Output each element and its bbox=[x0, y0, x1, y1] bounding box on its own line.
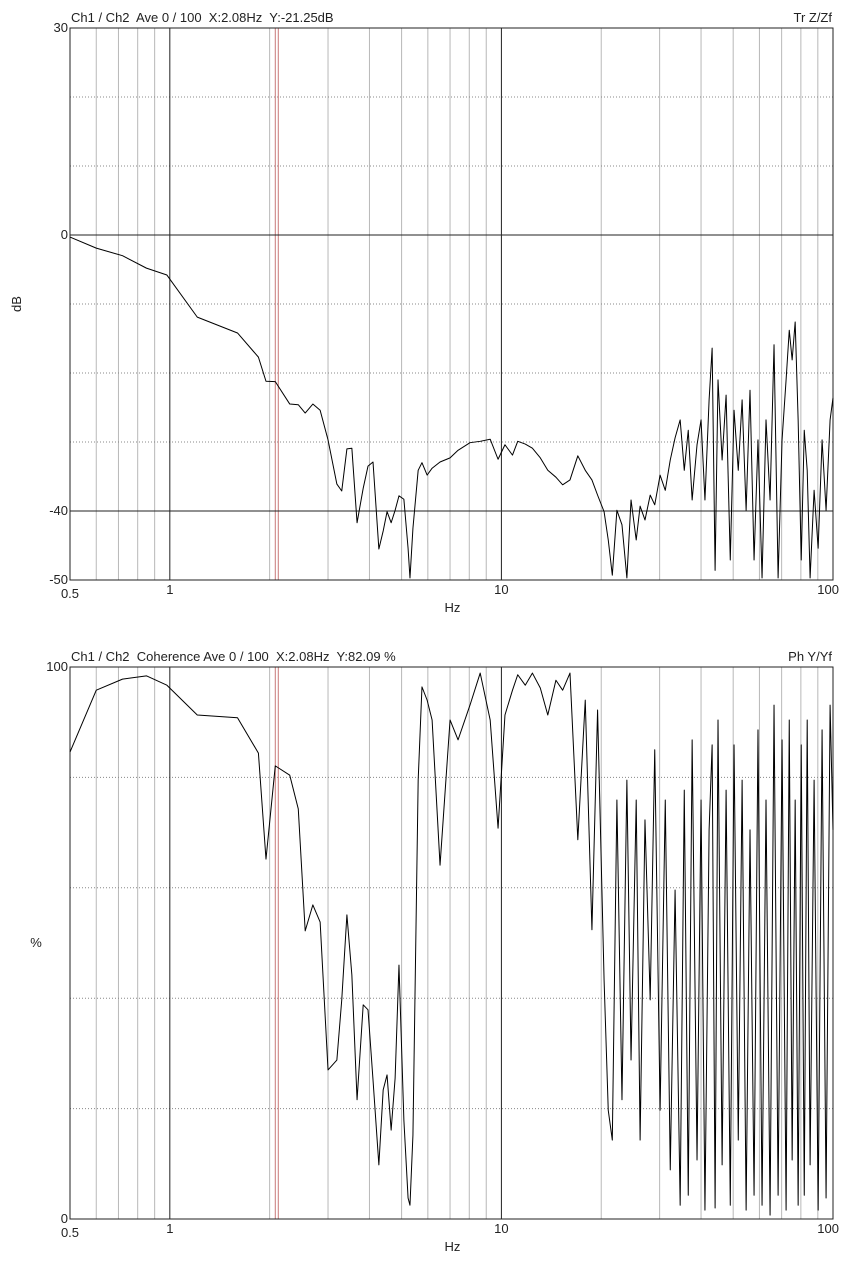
mode-label: Tr Z/Zf bbox=[793, 10, 832, 25]
y-axis-label: % bbox=[30, 935, 42, 950]
x-tick-label: 0.5 bbox=[61, 1225, 79, 1240]
x-tick-label: 100 bbox=[817, 1221, 839, 1236]
y-tick-label: 0 bbox=[61, 227, 68, 242]
data-line bbox=[69, 672, 834, 1216]
y-tick-label: 100 bbox=[46, 659, 68, 674]
data-line bbox=[69, 236, 834, 579]
plot-frame bbox=[69, 666, 834, 1220]
plot-frame bbox=[69, 27, 834, 581]
chart-title: Ch1 / Ch2 Ave 0 / 100 X:2.08Hz Y:-21.25d… bbox=[71, 10, 334, 25]
y-tick-label: -40 bbox=[49, 503, 68, 518]
x-axis-label: Hz bbox=[445, 1239, 461, 1254]
x-tick-label: 10 bbox=[494, 582, 508, 597]
mode-label: Ph Y/Yf bbox=[788, 649, 832, 664]
x-tick-label: 1 bbox=[166, 1221, 173, 1236]
chart-title: Ch1 / Ch2 Coherence Ave 0 / 100 X:2.08Hz… bbox=[71, 649, 396, 664]
x-axis-label: Hz bbox=[445, 600, 461, 615]
x-tick-label: 1 bbox=[166, 582, 173, 597]
x-tick-label: 0.5 bbox=[61, 586, 79, 601]
x-tick-label: 10 bbox=[494, 1221, 508, 1236]
y-tick-label: -50 bbox=[49, 572, 68, 587]
y-tick-label: 30 bbox=[54, 20, 68, 35]
x-tick-label: 100 bbox=[817, 582, 839, 597]
y-axis-label: dB bbox=[9, 296, 24, 312]
y-tick-label: 0 bbox=[61, 1211, 68, 1226]
